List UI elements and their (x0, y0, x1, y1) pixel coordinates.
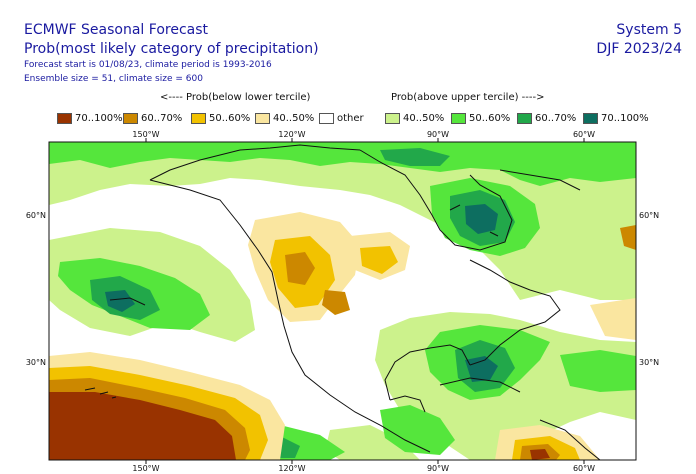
forecast-start-info: Forecast start is 01/08/23, climate peri… (24, 60, 272, 70)
legend-label: 60..70% (535, 112, 577, 124)
legend-item-below-50-60: 50..60% (191, 112, 250, 124)
chart-subtitle: Prob(most likely category of precipitati… (24, 41, 319, 57)
lat-label-left-30n: 30°N (26, 358, 46, 367)
legend-swatch (123, 112, 138, 124)
above-70-100-areas (105, 204, 498, 382)
lon-label-bottom-120w: 120°W (278, 464, 305, 473)
legend-label: 50..60% (469, 112, 511, 124)
legend-swatch (385, 112, 400, 124)
legend-swatch (319, 112, 334, 124)
chart-title: ECMWF Seasonal Forecast (24, 22, 209, 38)
below-70-100-areas (49, 392, 550, 460)
legend-swatch (451, 112, 466, 124)
lon-label-bottom-60w: 60°W (573, 464, 595, 473)
legend-item-below-40-50: 40..50% (255, 112, 314, 124)
lon-label-bottom-90w: 90°W (427, 464, 449, 473)
legend-item-below-60-70: 60..70% (123, 112, 182, 124)
season-label: DJF 2023/24 (596, 41, 682, 57)
legend-swatch (255, 112, 270, 124)
legend-item-other: other (319, 112, 364, 124)
lon-label-top-60w: 60°W (573, 130, 595, 139)
lon-label-bottom-150w: 150°W (132, 464, 159, 473)
legend-item-below-70-100: 70..100% (57, 112, 123, 124)
legend-item-above-40-50: 40..50% (385, 112, 444, 124)
tick-marks (145, 138, 585, 464)
legend-label: 40..50% (403, 112, 445, 124)
legend-label: other (337, 112, 364, 124)
legend-above-title: Prob(above upper tercile) ----> (391, 92, 545, 103)
probability-field (49, 142, 636, 460)
legend-label: 70..100% (601, 112, 649, 124)
legend-swatch (583, 112, 598, 124)
lon-label-top-120w: 120°W (278, 130, 305, 139)
system-label: System 5 (616, 22, 682, 38)
legend-swatch (517, 112, 532, 124)
legend-label: 40..50% (273, 112, 315, 124)
legend-label: 60..70% (141, 112, 183, 124)
legend-swatch (191, 112, 206, 124)
map-frame (48, 141, 637, 461)
lat-label-left-60n: 60°N (26, 211, 46, 220)
lat-label-right-30n: 30°N (639, 358, 659, 367)
legend-item-above-60-70: 60..70% (517, 112, 576, 124)
legend-swatch (57, 112, 72, 124)
lon-label-top-90w: 90°W (427, 130, 449, 139)
lon-label-top-150w: 150°W (132, 130, 159, 139)
legend-label: 50..60% (209, 112, 251, 124)
coastlines (84, 144, 601, 460)
legend-label: 70..100% (75, 112, 123, 124)
lat-label-right-60n: 60°N (639, 211, 659, 220)
legend-item-above-50-60: 50..60% (451, 112, 510, 124)
legend-below-title: <---- Prob(below lower tercile) (160, 92, 311, 103)
ensemble-size-info: Ensemble size = 51, climate size = 600 (24, 74, 203, 84)
legend-item-above-70-100: 70..100% (583, 112, 649, 124)
